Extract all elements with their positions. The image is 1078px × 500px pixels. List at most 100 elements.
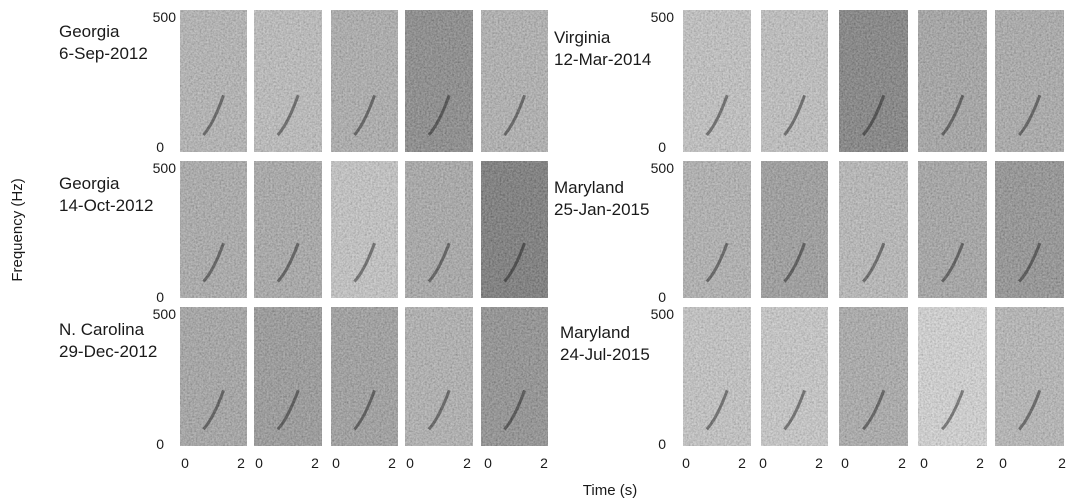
freq-tick-500: 500 <box>153 160 177 176</box>
group-1-location: Georgia <box>59 22 120 41</box>
spectrogram-noise <box>761 10 828 152</box>
time-tick-0: 0 <box>255 455 263 471</box>
call-trace <box>503 94 526 136</box>
freq-tick-0: 0 <box>658 139 666 155</box>
call-trace <box>353 94 376 136</box>
call-trace <box>276 389 300 431</box>
spectrogram-noise <box>481 161 548 298</box>
freq-tick-0: 0 <box>658 289 666 305</box>
time-tick-0: 0 <box>999 455 1007 471</box>
call-trace <box>276 242 300 283</box>
call-trace <box>862 242 886 283</box>
spectrogram-noise <box>761 307 828 446</box>
time-tick-2: 2 <box>237 455 245 471</box>
group-4-date: 25-Jan-2015 <box>554 200 649 219</box>
spectrogram-noise <box>331 307 398 446</box>
spectrogram-noise <box>331 161 398 298</box>
spectrogram-noise <box>405 10 473 152</box>
spectrogram-noise <box>683 307 751 446</box>
group-4-location: Maryland <box>554 178 624 197</box>
call-trace <box>941 389 965 431</box>
spectrogram-noise <box>918 307 987 446</box>
time-tick-2: 2 <box>898 455 906 471</box>
group-6-location: Maryland <box>560 323 630 342</box>
spectrogram-noise <box>839 161 908 298</box>
call-trace <box>353 389 376 431</box>
spectrogram-panels <box>180 10 1064 446</box>
call-trace <box>705 389 729 431</box>
spectrogram-noise <box>180 161 247 298</box>
call-trace <box>1018 94 1042 136</box>
time-tick-0: 0 <box>181 455 189 471</box>
spectrogram-noise <box>683 10 751 152</box>
time-tick-0: 0 <box>406 455 414 471</box>
freq-tick-500: 500 <box>651 160 675 176</box>
time-tick-0: 0 <box>484 455 492 471</box>
time-tick-2: 2 <box>540 455 548 471</box>
call-trace <box>783 389 806 431</box>
spectrogram-noise <box>995 161 1064 298</box>
x-axis-label: Time (s) <box>583 482 637 499</box>
time-tick-2: 2 <box>311 455 319 471</box>
spectrogram-noise <box>918 161 987 298</box>
spectrogram-noise <box>839 10 908 152</box>
time-tick-2: 2 <box>463 455 471 471</box>
spectrogram-noise <box>995 10 1064 152</box>
spectrogram-noise <box>254 10 322 152</box>
freq-tick-500: 500 <box>153 306 177 322</box>
spectrogram-noise <box>761 161 828 298</box>
spectrogram-noise <box>405 307 473 446</box>
time-tick-0: 0 <box>841 455 849 471</box>
call-trace <box>705 242 729 283</box>
spectrogram-noise <box>254 307 322 446</box>
group-5-location: N. Carolina <box>59 320 145 339</box>
call-trace <box>427 389 451 431</box>
group-1-date: 6-Sep-2012 <box>59 44 148 63</box>
time-tick-0: 0 <box>759 455 767 471</box>
call-trace <box>202 242 225 283</box>
call-trace <box>202 389 225 431</box>
spectrogram-noise <box>180 307 247 446</box>
freq-tick-0: 0 <box>156 289 164 305</box>
group-5-date: 29-Dec-2012 <box>59 342 157 361</box>
spectrogram-noise <box>683 161 751 298</box>
freq-tick-500: 500 <box>153 9 177 25</box>
freq-tick-500: 500 <box>651 306 675 322</box>
call-trace <box>783 242 806 283</box>
time-tick-0: 0 <box>332 455 340 471</box>
spectrogram-noise <box>405 161 473 298</box>
freq-tick-0: 0 <box>658 436 666 452</box>
time-tick-2: 2 <box>815 455 823 471</box>
spectrogram-noise <box>180 10 247 152</box>
call-trace <box>783 94 806 136</box>
call-trace <box>862 389 886 431</box>
spectrogram-noise <box>331 10 398 152</box>
freq-tick-0: 0 <box>156 139 164 155</box>
call-trace <box>941 94 965 136</box>
group-2-date: 12-Mar-2014 <box>554 50 651 69</box>
time-tick-2: 2 <box>976 455 984 471</box>
spectrogram-noise <box>254 161 322 298</box>
call-trace <box>862 94 886 136</box>
group-3-location: Georgia <box>59 174 120 193</box>
group-6-date: 24-Jul-2015 <box>560 345 650 364</box>
group-3-date: 14-Oct-2012 <box>59 196 154 215</box>
spectrogram-noise <box>481 10 548 152</box>
call-trace <box>1018 389 1042 431</box>
spectrogram-noise <box>481 307 548 446</box>
time-tick-2: 2 <box>738 455 746 471</box>
time-tick-0: 0 <box>920 455 928 471</box>
call-trace <box>503 389 526 431</box>
freq-tick-0: 0 <box>156 436 164 452</box>
time-tick-2: 2 <box>1058 455 1066 471</box>
y-axis-label: Frequency (Hz) <box>9 178 26 281</box>
spectrogram-noise <box>995 307 1064 446</box>
call-trace <box>503 242 526 283</box>
group-2-location: Virginia <box>554 28 611 47</box>
spectrogram-noise <box>839 307 908 446</box>
call-trace <box>276 94 300 136</box>
call-trace <box>427 242 451 283</box>
time-tick-0: 0 <box>682 455 690 471</box>
spectrogram-noise <box>918 10 987 152</box>
